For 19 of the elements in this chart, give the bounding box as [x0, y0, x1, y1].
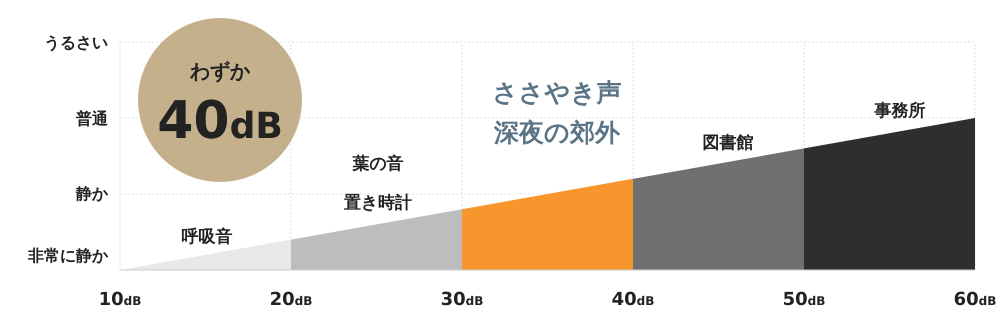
text: 静か [75, 184, 109, 203]
annotation: 置き時計 [343, 193, 412, 213]
x-tick-label: 10dB [98, 288, 142, 310]
annotation: 図書館 [702, 133, 754, 153]
text: 普通 [75, 109, 109, 128]
x-tick-label: 40dB [612, 288, 654, 310]
annotation: 40dB [157, 91, 283, 151]
x-tick-label: 30dB [440, 288, 484, 310]
text: わずか [189, 59, 251, 83]
x-tick-label: 50dB [782, 288, 826, 310]
annotation: 事務所 [874, 101, 926, 121]
text: 非常に静か [27, 246, 109, 265]
x-tick-label: 60dB [954, 288, 996, 310]
annotation: 深夜の郊外 [493, 118, 621, 147]
annotation: 葉の音 [352, 154, 404, 174]
text: ささやき声 [492, 78, 622, 107]
annotation: 呼吸音 [182, 227, 232, 247]
text: うるさい [44, 33, 108, 52]
x-tick-label: 20dB [270, 288, 312, 310]
